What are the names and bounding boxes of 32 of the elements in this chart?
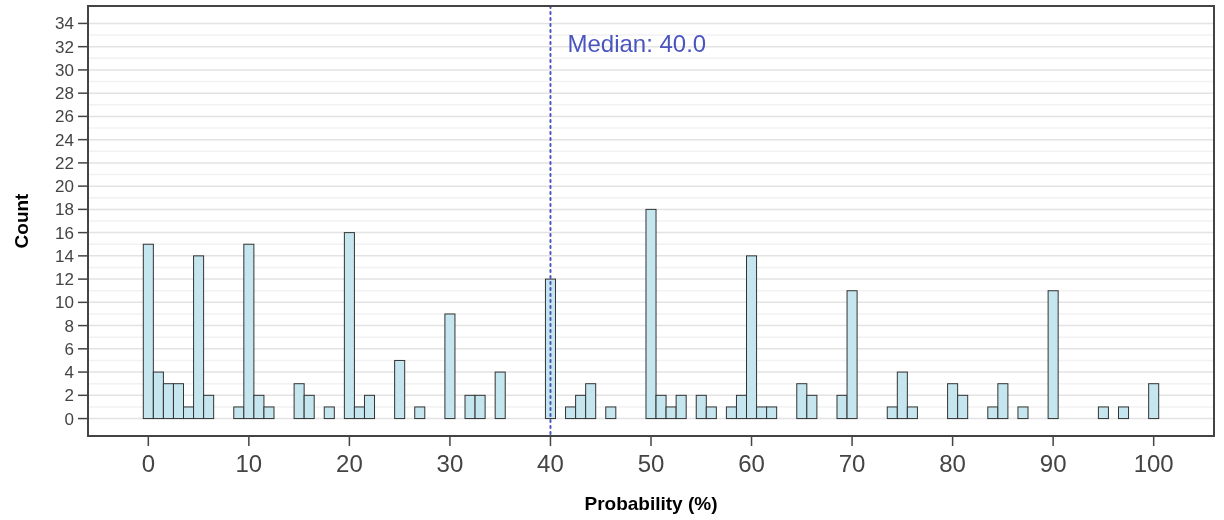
x-axis-title: Probability (%) [584, 493, 718, 514]
x-tick-label: 80 [939, 450, 966, 477]
y-tick-label: 24 [55, 130, 74, 150]
y-tick-label: 22 [55, 153, 74, 173]
y-tick-label: 0 [64, 409, 74, 429]
y-tick-label: 8 [64, 316, 74, 336]
y-axis-title: Count [11, 192, 32, 249]
x-tick-label: 20 [336, 450, 363, 477]
y-tick-label: 32 [55, 37, 74, 57]
y-tick-label: 34 [55, 14, 74, 34]
y-tick-label: 26 [55, 107, 74, 127]
y-tick-label: 14 [55, 246, 74, 266]
x-tick-label: 100 [1133, 450, 1174, 477]
x-tick-label: 70 [838, 450, 866, 477]
y-tick-label: 4 [64, 363, 74, 383]
x-tick-label: 0 [141, 450, 155, 477]
y-tick-label: 20 [55, 177, 74, 197]
y-tick-label: 12 [55, 270, 74, 290]
y-tick-label: 6 [64, 339, 74, 359]
x-tick-label: 50 [637, 450, 665, 477]
y-tick-label: 10 [55, 293, 74, 313]
y-tick-label: 30 [55, 60, 74, 80]
x-tick-label: 90 [1039, 450, 1067, 477]
ref-line-label: Median: 40.0 [567, 30, 707, 57]
x-tick-label: 60 [738, 450, 765, 477]
y-tick-label: 2 [64, 386, 74, 406]
x-tick-label: 30 [436, 450, 464, 477]
y-tick-label: 18 [55, 200, 74, 220]
x-tick-label: 10 [235, 450, 263, 477]
x-tick-label: 40 [537, 450, 564, 477]
y-tick-label: 28 [55, 84, 74, 104]
y-tick-label: 16 [55, 223, 74, 243]
